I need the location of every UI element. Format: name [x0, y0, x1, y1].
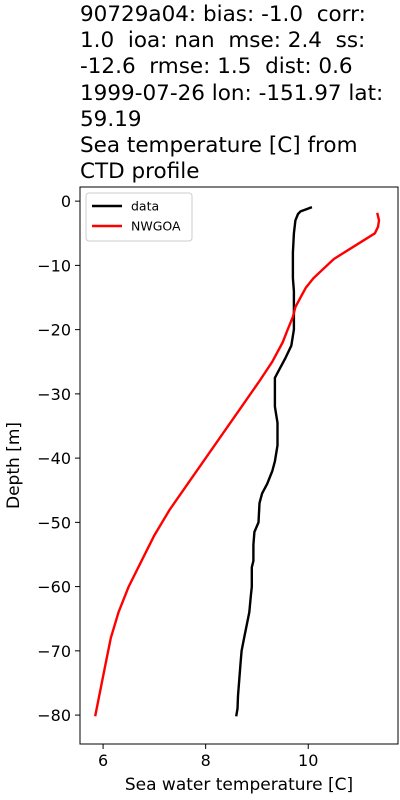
y-tick-label: −60: [37, 578, 71, 597]
y-tick-label: −50: [37, 513, 71, 532]
series-line-nwgoa: [93, 212, 381, 717]
plot-frame: [79, 186, 399, 745]
plot-lines: [93, 206, 381, 717]
title-line: 1999-07-26 lon: -151.97 lat:: [80, 80, 384, 106]
title-line: 90729a04: bias: -1.0 corr:: [80, 2, 366, 27]
series-line-data: [235, 206, 313, 717]
chart-title: 90729a04: bias: -1.0 corr: 1.0 ioa: nan m…: [80, 2, 398, 185]
x-tick-label: 6: [98, 751, 108, 770]
title-line: CTD profile: [80, 159, 200, 185]
legend-label-data: data: [131, 199, 159, 214]
plot-axes: 6 8 10 0 −10 −20 −30 −40 −50 −60 −70 −80 Sea water t…: [4, 186, 399, 795]
y-axis-label: Depth [m]: [4, 422, 24, 509]
y-tick-label: −40: [37, 449, 71, 468]
x-axis-label: Sea water temperature [C]: [125, 775, 353, 795]
title-line: 1.0 ioa: nan mse: 2.4 ss:: [80, 28, 366, 54]
legend-label-nwgoa: NWGOA: [131, 219, 181, 234]
title-line: -12.6 rmse: 1.5 dist: 0.6: [80, 54, 353, 80]
y-tick-label: −30: [37, 385, 71, 404]
x-tick-label: 8: [201, 751, 211, 770]
y-tick-label: −20: [37, 321, 71, 340]
title-line: 59.19: [80, 106, 142, 132]
y-tick-label: −70: [37, 642, 71, 661]
y-tick-label: −80: [37, 706, 71, 725]
y-tick-label: −10: [37, 256, 71, 275]
title-line: Sea temperature [C] from: [80, 133, 358, 159]
legend: data NWGOA: [85, 192, 193, 242]
y-tick-label: 0: [61, 192, 71, 211]
x-tick-label: 10: [298, 751, 318, 770]
